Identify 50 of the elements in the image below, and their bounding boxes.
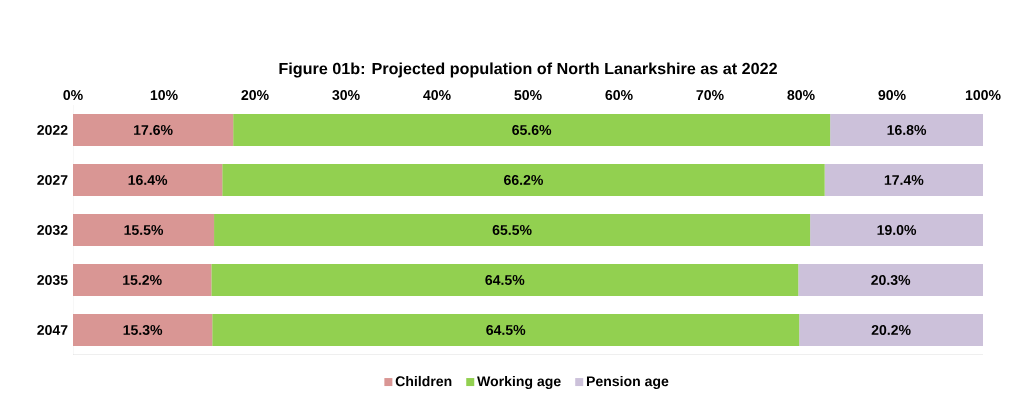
- data-label: 15.5%: [124, 225, 164, 235]
- data-label: 16.8%: [887, 125, 927, 135]
- bar: [798, 264, 984, 297]
- data-label: 65.6%: [512, 125, 552, 135]
- x-tick-label: 60%: [605, 90, 633, 101]
- legend-label: Working age: [477, 375, 561, 390]
- data-label: 20.2%: [871, 325, 911, 335]
- data-label: 64.5%: [486, 325, 526, 335]
- data-label: 19.0%: [877, 225, 917, 235]
- bar: [73, 214, 215, 247]
- bar: [233, 114, 831, 146]
- data-label: 15.2%: [123, 275, 162, 285]
- y-tick-label: 2027: [37, 175, 68, 185]
- y-tick-label: 2032: [37, 225, 68, 235]
- bar: [830, 114, 984, 146]
- x-tick-label: 80%: [787, 90, 815, 101]
- bar: [73, 164, 223, 197]
- x-tick-label: 100%: [965, 90, 1001, 101]
- data-label: 65.5%: [492, 225, 532, 235]
- y-tick-label: 2035: [37, 275, 68, 285]
- bar: [73, 264, 212, 297]
- data-label: 16.4%: [128, 175, 168, 185]
- data-label: 17.4%: [884, 175, 924, 185]
- bar: [810, 214, 984, 247]
- legend-label: Children: [395, 375, 452, 387]
- x-tick-label: 70%: [696, 90, 724, 101]
- x-tick-label: 30%: [332, 90, 360, 101]
- data-label: 15.3%: [123, 325, 163, 335]
- bar: [222, 164, 825, 197]
- bar: [212, 314, 800, 346]
- y-tick-label: 2047: [37, 325, 68, 335]
- bar: [824, 164, 984, 197]
- bar: [211, 264, 799, 297]
- bar: [214, 214, 811, 247]
- chart-title: Figure 01b: Projected population of North Lanarkshire as at 2022: [279, 62, 777, 78]
- bar: [73, 314, 213, 346]
- data-label: 20.3%: [871, 275, 911, 285]
- bar: [73, 114, 234, 146]
- x-tick-label: 90%: [878, 90, 906, 101]
- bar: [799, 314, 984, 346]
- data-label: 64.5%: [485, 275, 525, 285]
- x-tick-label: 50%: [514, 90, 542, 101]
- legend-label: Pension age: [586, 375, 669, 390]
- data-label: 66.2%: [504, 175, 544, 185]
- y-tick-label: 2022: [37, 125, 68, 135]
- x-tick-label: 10%: [150, 90, 178, 101]
- data-label: 17.6%: [134, 125, 173, 135]
- x-tick-label: 0%: [63, 90, 83, 101]
- x-tick-label: 40%: [423, 90, 451, 101]
- x-tick-label: 20%: [241, 90, 269, 101]
